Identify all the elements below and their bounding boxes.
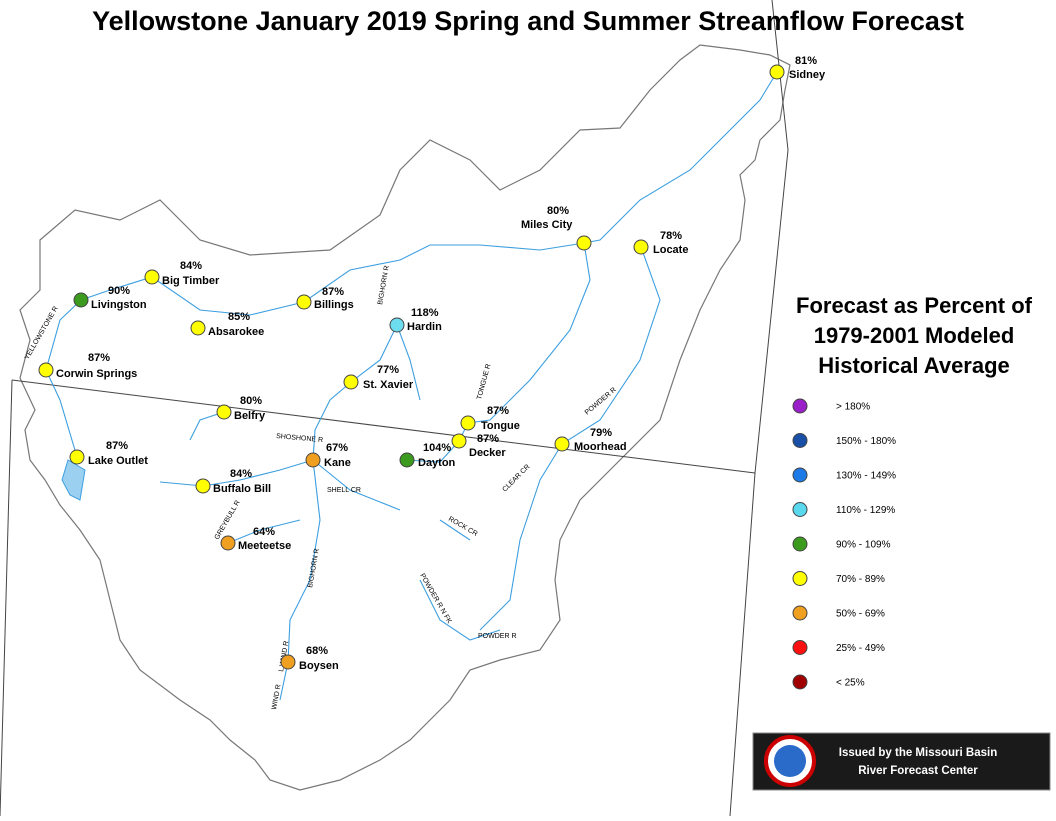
station-percent: 84% bbox=[230, 468, 252, 480]
station-marker bbox=[343, 374, 359, 390]
station-marker bbox=[389, 317, 405, 333]
station-percent: 118% bbox=[411, 307, 439, 319]
station-marker bbox=[190, 320, 206, 336]
legend-swatch bbox=[792, 674, 808, 690]
station-name: Lake Outlet bbox=[88, 455, 148, 467]
station-marker bbox=[769, 64, 785, 80]
legend-swatch bbox=[792, 571, 808, 586]
station-name: Decker bbox=[469, 447, 506, 459]
legend-label: 70% - 89% bbox=[836, 574, 885, 585]
lake bbox=[61, 459, 86, 501]
river-label: SHOSHONE R bbox=[276, 433, 323, 444]
legend-label: 110% - 129% bbox=[836, 505, 895, 516]
station-percent: 87% bbox=[322, 286, 344, 298]
station-percent: 68% bbox=[306, 645, 328, 657]
station-name: Kane bbox=[324, 457, 351, 469]
legend-label: 25% - 49% bbox=[836, 643, 885, 654]
legend-label: 150% - 180% bbox=[836, 436, 896, 447]
station-percent: 87% bbox=[487, 405, 509, 417]
station-name: Big Timber bbox=[162, 275, 220, 287]
station-percent: 84% bbox=[180, 260, 202, 272]
legend-title: Historical Average bbox=[818, 353, 1010, 378]
legend-label: > 180% bbox=[836, 402, 870, 413]
station-marker bbox=[69, 449, 85, 465]
station-name: Hardin bbox=[407, 321, 442, 333]
station-percent: 80% bbox=[240, 395, 262, 407]
legend-label: 130% - 149% bbox=[836, 471, 896, 482]
legend-label: 50% - 69% bbox=[836, 609, 885, 620]
station-marker bbox=[305, 452, 321, 468]
river-label: POWDER R bbox=[478, 633, 517, 640]
station-percent: 87% bbox=[477, 433, 499, 445]
station-percent: 64% bbox=[253, 526, 275, 538]
legend-swatch bbox=[792, 398, 808, 414]
station-percent: 104% bbox=[423, 442, 451, 454]
station-marker bbox=[633, 239, 649, 255]
legend-title: Forecast as Percent of bbox=[796, 293, 1033, 318]
legend-swatch bbox=[792, 433, 808, 448]
rivers bbox=[45, 71, 778, 701]
footer-line: Issued by the Missouri Basin bbox=[839, 747, 997, 759]
station-marker bbox=[195, 478, 211, 494]
stations: 81% Sidney 80% Miles City 78% Locate 84% Big Ti… bbox=[38, 55, 826, 672]
station-percent: 87% bbox=[106, 440, 128, 452]
station-marker bbox=[399, 452, 415, 468]
station-marker bbox=[38, 362, 54, 378]
legend-swatch bbox=[792, 605, 808, 621]
station-marker bbox=[280, 654, 296, 670]
legend: Forecast as Percent of 1979-2001 Modeled H… bbox=[792, 293, 1033, 690]
station-name: Sidney bbox=[789, 69, 826, 81]
station-percent: 90% bbox=[108, 285, 130, 297]
station-name: Absarokee bbox=[208, 326, 264, 338]
station-name: Corwin Springs bbox=[56, 368, 137, 380]
station-marker bbox=[296, 294, 312, 310]
station-marker bbox=[576, 235, 592, 251]
station-percent: 85% bbox=[228, 311, 250, 323]
station-percent: 81% bbox=[795, 55, 817, 67]
station-name: Buffalo Bill bbox=[213, 483, 271, 495]
station-name: Miles City bbox=[521, 219, 573, 231]
station-percent: 67% bbox=[326, 442, 348, 454]
station-percent: 79% bbox=[590, 427, 612, 439]
station-name: Belfry bbox=[234, 410, 266, 422]
footer-line: River Forecast Center bbox=[858, 765, 978, 777]
station-name: Meeteetse bbox=[238, 540, 291, 552]
station-percent: 78% bbox=[660, 230, 682, 242]
legend-swatch bbox=[792, 502, 808, 517]
legend-swatch bbox=[792, 536, 808, 552]
station-marker bbox=[220, 535, 236, 551]
station-marker bbox=[144, 269, 160, 285]
station-name: St. Xavier bbox=[363, 379, 414, 391]
river-label: SHELL CR bbox=[327, 487, 361, 494]
legend-label: < 25% bbox=[836, 678, 865, 689]
legend-title: 1979-2001 Modeled bbox=[814, 323, 1015, 348]
station-percent: 87% bbox=[88, 352, 110, 364]
station-name: Tongue bbox=[481, 420, 520, 432]
station-percent: 80% bbox=[547, 205, 569, 217]
legend-swatch bbox=[792, 467, 808, 483]
station-name: Livingston bbox=[91, 299, 147, 311]
station-marker bbox=[451, 433, 467, 449]
basin-outline bbox=[19, 44, 791, 791]
station-name: Billings bbox=[314, 299, 354, 311]
title: Yellowstone January 2019 Spring and Summ… bbox=[92, 6, 964, 36]
station-name: Moorhead bbox=[574, 441, 627, 453]
station-marker bbox=[216, 404, 232, 420]
station-marker bbox=[554, 436, 570, 452]
river-label: WIND R bbox=[271, 684, 282, 710]
legend-swatch bbox=[792, 640, 808, 655]
station-name: Boysen bbox=[299, 660, 339, 672]
station-marker bbox=[73, 292, 89, 308]
footer: Issued by the Missouri Basin River Forec… bbox=[752, 732, 1051, 791]
station-marker bbox=[460, 415, 476, 431]
legend-label: 90% - 109% bbox=[836, 540, 891, 551]
station-name: Dayton bbox=[418, 457, 456, 469]
station-name: Locate bbox=[653, 244, 688, 256]
station-percent: 77% bbox=[377, 364, 399, 376]
